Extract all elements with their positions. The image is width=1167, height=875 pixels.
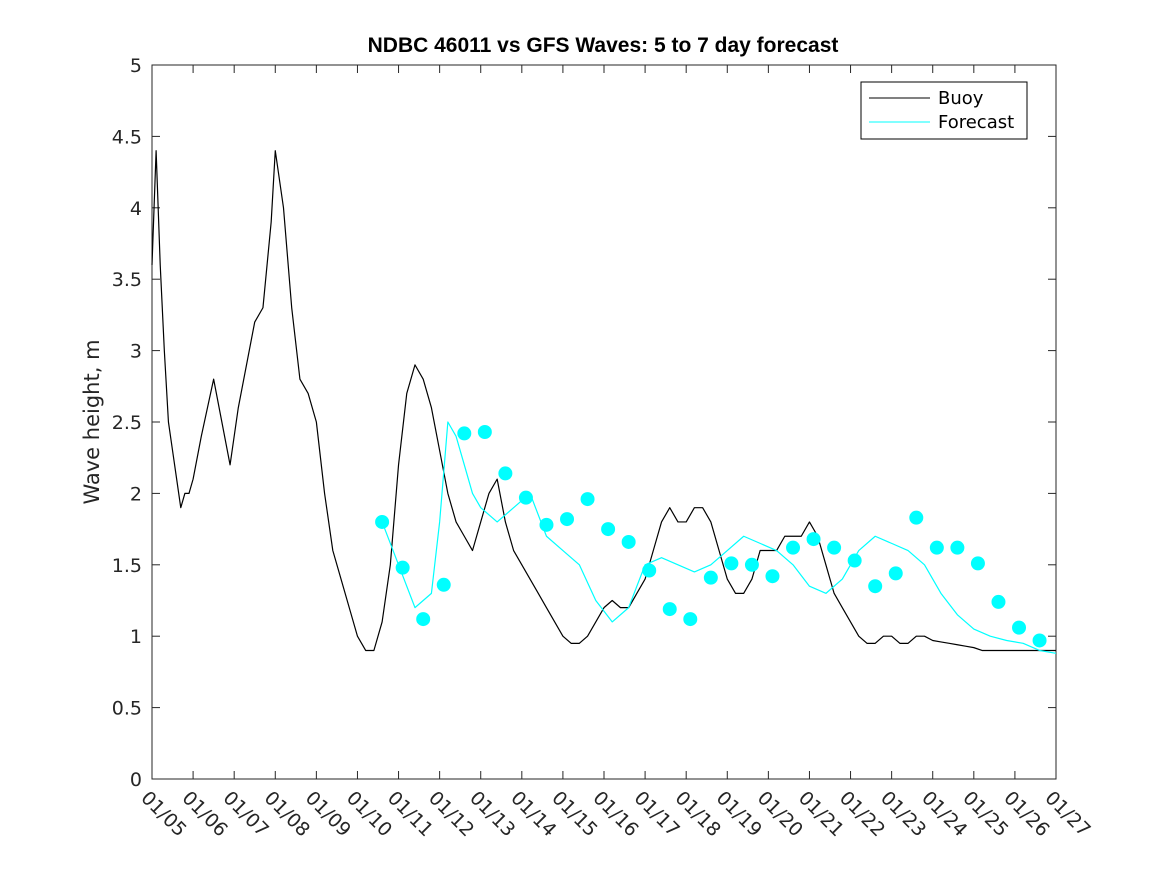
forecast-marker bbox=[436, 577, 451, 592]
forecast-marker bbox=[457, 426, 472, 441]
legend-box bbox=[860, 81, 1028, 140]
y-tick-label: 3 bbox=[130, 341, 142, 363]
y-ticks: 0 0.5 1 1.5 2 2.5 3 3.5 4 4.5 5 bbox=[112, 55, 1056, 791]
y-tick-label: 4 bbox=[130, 198, 142, 220]
y-tick-label: 2.5 bbox=[112, 412, 142, 434]
series-line-buoy bbox=[151, 150, 1056, 652]
forecast-marker bbox=[1012, 620, 1027, 635]
forecast-marker bbox=[416, 612, 431, 627]
forecast-marker bbox=[991, 594, 1006, 609]
forecast-marker bbox=[662, 602, 677, 617]
legend: Buoy Forecast bbox=[860, 81, 1028, 140]
forecast-marker bbox=[888, 566, 903, 581]
forecast-marker bbox=[827, 540, 842, 555]
forecast-marker bbox=[477, 424, 492, 439]
legend-buoy-label: Buoy bbox=[938, 88, 984, 109]
forecast-marker bbox=[498, 466, 513, 481]
forecast-marker bbox=[806, 532, 821, 547]
forecast-marker bbox=[847, 553, 862, 568]
forecast-marker bbox=[786, 540, 801, 555]
legend-forecast-label: Forecast bbox=[938, 112, 1014, 133]
chart-title: NDBC 46011 vs GFS Waves: 5 to 7 day fore… bbox=[368, 34, 839, 57]
y-tick-label: 0 bbox=[130, 769, 142, 791]
forecast-marker bbox=[580, 492, 595, 507]
forecast-marker bbox=[518, 490, 533, 505]
forecast-marker bbox=[765, 569, 780, 584]
forecast-marker bbox=[560, 512, 575, 527]
y-tick-label: 1 bbox=[130, 626, 142, 648]
forecast-marker bbox=[621, 534, 636, 549]
series-line-forecast bbox=[381, 421, 1057, 654]
y-tick-label: 5 bbox=[130, 55, 142, 77]
forecast-marker bbox=[642, 563, 657, 578]
y-tick-label: 0.5 bbox=[112, 698, 142, 720]
forecast-marker bbox=[601, 522, 616, 537]
forecast-marker bbox=[1032, 633, 1047, 648]
y-tick-label: 3.5 bbox=[112, 269, 142, 291]
forecast-marker bbox=[683, 612, 698, 627]
forecast-marker bbox=[929, 540, 944, 555]
forecast-marker bbox=[539, 517, 554, 532]
y-tick-label: 4.5 bbox=[112, 126, 142, 148]
forecast-marker bbox=[703, 570, 718, 585]
y-tick-label: 2 bbox=[130, 483, 142, 505]
forecast-marker bbox=[868, 579, 883, 594]
forecast-marker bbox=[395, 560, 410, 575]
forecast-marker bbox=[970, 556, 985, 571]
forecast-marker bbox=[375, 514, 390, 529]
series-layer bbox=[151, 150, 1057, 654]
forecast-marker bbox=[744, 557, 759, 572]
y-tick-label: 1.5 bbox=[112, 555, 142, 577]
forecast-marker bbox=[950, 540, 965, 555]
forecast-marker bbox=[909, 510, 924, 525]
y-axis-label: Wave height, m bbox=[80, 339, 104, 504]
forecast-marker bbox=[724, 556, 739, 571]
